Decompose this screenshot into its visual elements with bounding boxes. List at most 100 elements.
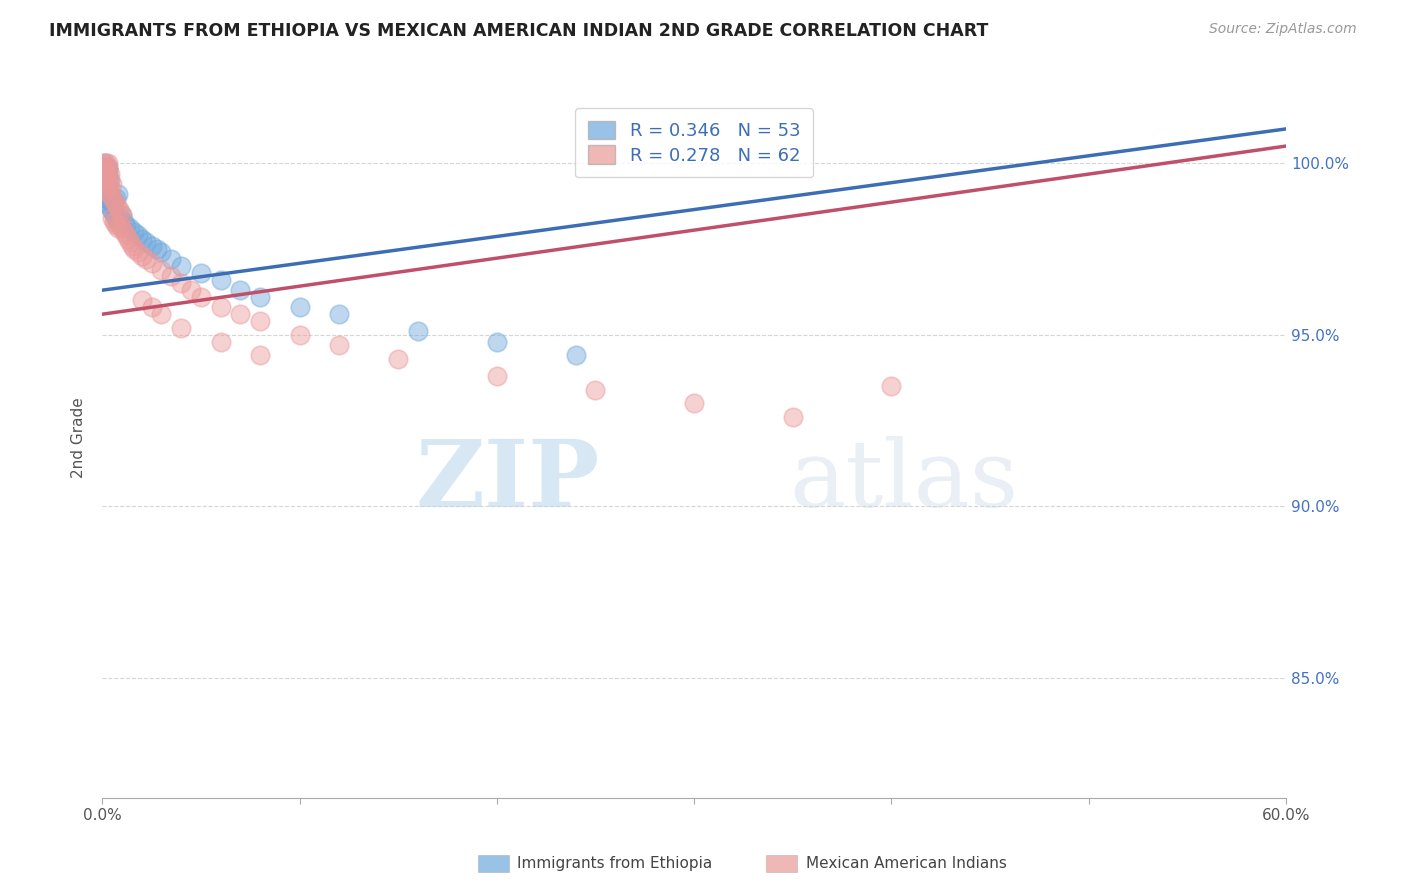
- Point: [101, 204, 124, 219]
- Point: [93, 187, 115, 202]
- Point: [93, 163, 115, 178]
- Point: [328, 338, 350, 352]
- Point: [209, 334, 232, 349]
- Point: [96, 184, 118, 198]
- Point: [564, 348, 586, 362]
- Point: [96, 167, 118, 181]
- Point: [131, 293, 153, 308]
- Point: [122, 225, 145, 239]
- Point: [105, 197, 128, 211]
- Point: [150, 245, 173, 260]
- Point: [190, 266, 212, 280]
- Point: [150, 262, 173, 277]
- Point: [96, 156, 118, 170]
- Point: [112, 214, 135, 228]
- Point: [97, 163, 120, 178]
- Point: [249, 314, 271, 328]
- Point: [209, 273, 232, 287]
- Text: atlas: atlas: [789, 436, 1018, 526]
- Point: [97, 169, 120, 184]
- Point: [108, 218, 131, 232]
- Point: [485, 369, 508, 384]
- Point: [93, 190, 115, 204]
- Point: [96, 167, 118, 181]
- Text: Source: ZipAtlas.com: Source: ZipAtlas.com: [1209, 22, 1357, 37]
- Point: [141, 238, 163, 252]
- Point: [229, 283, 252, 297]
- Point: [111, 208, 134, 222]
- Point: [97, 156, 120, 170]
- Point: [96, 187, 118, 202]
- Point: [101, 177, 124, 191]
- Point: [122, 242, 145, 256]
- Point: [249, 290, 271, 304]
- Point: [170, 277, 193, 291]
- Point: [190, 290, 212, 304]
- Point: [127, 245, 149, 260]
- Point: [101, 211, 124, 226]
- Point: [111, 221, 134, 235]
- Point: [96, 184, 118, 198]
- Point: [96, 160, 118, 174]
- Point: [93, 169, 115, 184]
- Point: [93, 156, 115, 170]
- Point: [93, 169, 115, 184]
- Point: [107, 201, 129, 215]
- Point: [107, 214, 129, 228]
- Point: [108, 211, 131, 226]
- Point: [103, 214, 125, 228]
- Point: [170, 259, 193, 273]
- Point: [103, 208, 125, 222]
- Point: [97, 163, 120, 178]
- Point: [97, 184, 120, 198]
- Point: [127, 228, 149, 243]
- Point: [96, 160, 118, 174]
- Point: [93, 177, 115, 191]
- Point: [683, 396, 706, 410]
- Point: [406, 324, 429, 338]
- Point: [180, 283, 202, 297]
- Point: [107, 187, 129, 202]
- Point: [108, 204, 131, 219]
- Point: [229, 307, 252, 321]
- Point: [115, 218, 138, 232]
- Point: [103, 194, 125, 208]
- Point: [121, 238, 143, 252]
- Point: [96, 173, 118, 187]
- Point: [96, 167, 118, 181]
- Point: [97, 180, 120, 194]
- Point: [115, 228, 138, 243]
- Point: [131, 232, 153, 246]
- Point: [103, 194, 125, 208]
- Point: [485, 334, 508, 349]
- Point: [97, 169, 120, 184]
- Point: [107, 221, 129, 235]
- Point: [93, 156, 115, 170]
- Text: Immigrants from Ethiopia: Immigrants from Ethiopia: [517, 856, 713, 871]
- Point: [96, 173, 118, 187]
- Text: Mexican American Indians: Mexican American Indians: [806, 856, 1007, 871]
- Point: [150, 307, 173, 321]
- Point: [880, 379, 903, 393]
- Point: [101, 190, 124, 204]
- Point: [328, 307, 350, 321]
- Point: [170, 321, 193, 335]
- Point: [112, 225, 135, 239]
- Point: [141, 256, 163, 270]
- Point: [135, 252, 157, 267]
- Point: [118, 221, 141, 235]
- Point: [387, 351, 409, 366]
- Point: [146, 242, 169, 256]
- Point: [93, 163, 115, 178]
- Legend: R = 0.346   N = 53, R = 0.278   N = 62: R = 0.346 N = 53, R = 0.278 N = 62: [575, 108, 813, 178]
- Y-axis label: 2nd Grade: 2nd Grade: [72, 397, 86, 478]
- Text: IMMIGRANTS FROM ETHIOPIA VS MEXICAN AMERICAN INDIAN 2ND GRADE CORRELATION CHART: IMMIGRANTS FROM ETHIOPIA VS MEXICAN AMER…: [49, 22, 988, 40]
- Point: [141, 301, 163, 315]
- Point: [209, 301, 232, 315]
- Point: [101, 197, 124, 211]
- Point: [160, 252, 183, 267]
- Point: [97, 160, 120, 174]
- Point: [93, 180, 115, 194]
- Point: [131, 249, 153, 263]
- Point: [105, 218, 128, 232]
